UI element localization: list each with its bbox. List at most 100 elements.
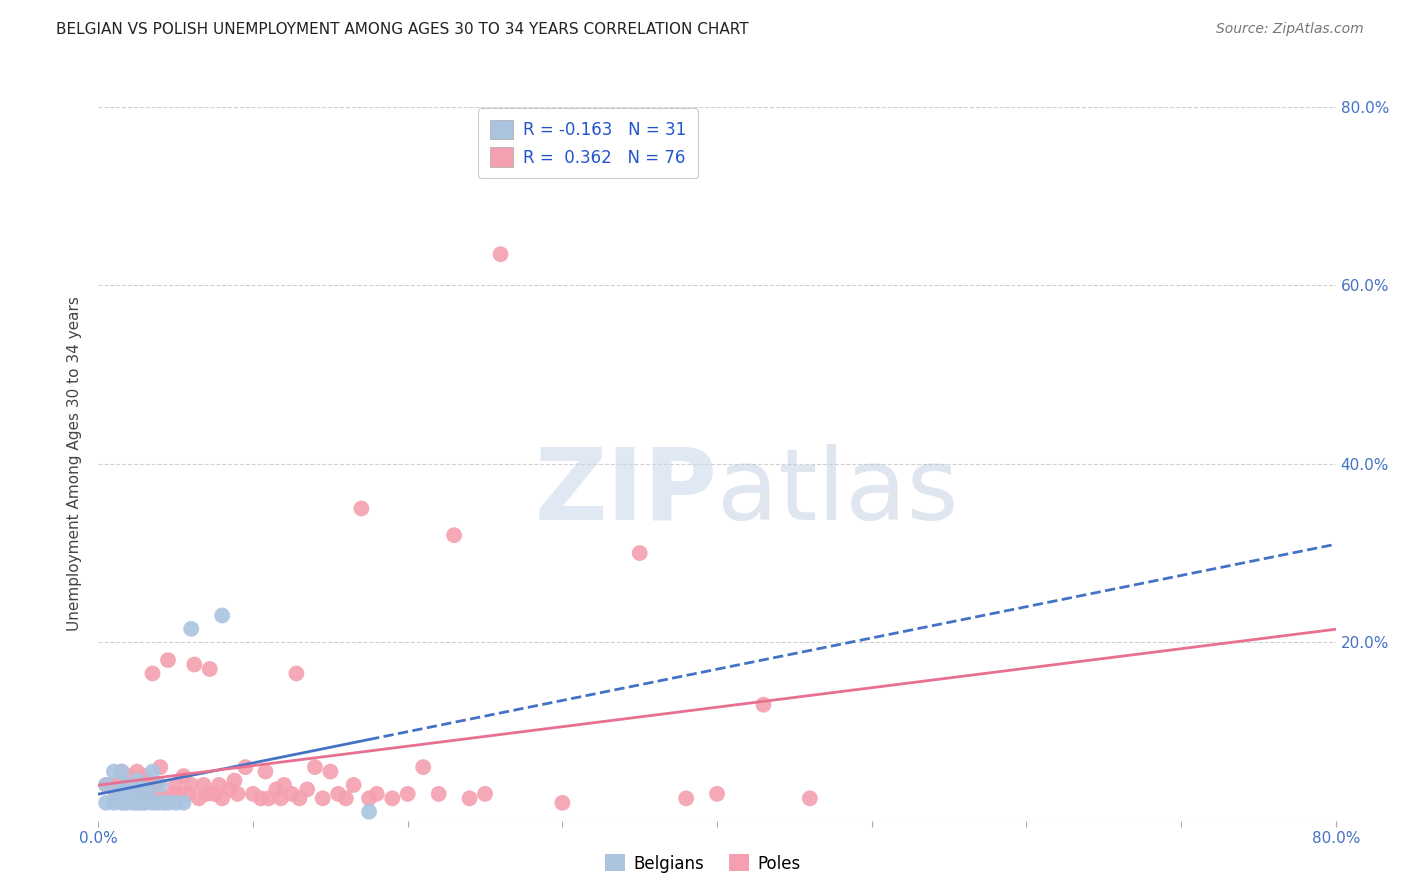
Point (799, 791, 821, 805)
Point (142, 796, 165, 810)
Point (183, 657, 205, 672)
Point (235, 760, 257, 774)
Point (152, 791, 174, 805)
Point (121, 796, 143, 810)
Point (96, 778, 118, 792)
Point (219, 782, 242, 797)
Point (157, 653, 180, 667)
Point (134, 769, 156, 783)
Point (266, 782, 288, 797)
Point (96, 778, 118, 792)
Point (127, 787, 149, 801)
Y-axis label: Unemployment Among Ages 30 to 34 years: Unemployment Among Ages 30 to 34 years (67, 296, 83, 632)
Point (224, 773, 246, 788)
Point (111, 787, 134, 801)
Point (312, 791, 335, 805)
Point (752, 698, 775, 712)
Point (193, 778, 215, 792)
Point (180, 778, 202, 792)
Point (127, 796, 149, 810)
Point (111, 764, 134, 779)
Point (226, 787, 249, 801)
Point (115, 778, 138, 792)
Point (131, 791, 153, 805)
Point (281, 787, 304, 801)
Point (177, 787, 200, 801)
Point (127, 773, 149, 788)
Point (100, 778, 122, 792)
Point (489, 247, 512, 261)
Point (675, 791, 697, 805)
Point (136, 787, 159, 801)
Legend: R = -0.163   N = 31, R =  0.362   N = 76: R = -0.163 N = 31, R = 0.362 N = 76 (478, 108, 697, 178)
Point (96, 796, 118, 810)
Point (134, 787, 156, 801)
Text: atlas: atlas (717, 444, 959, 541)
Point (111, 782, 134, 797)
Point (458, 791, 481, 805)
Point (366, 787, 388, 801)
Point (118, 791, 141, 805)
Point (381, 791, 404, 805)
Point (396, 787, 419, 801)
Point (204, 787, 226, 801)
Text: Source: ZipAtlas.com: Source: ZipAtlas.com (1216, 22, 1364, 37)
Point (297, 782, 319, 797)
Point (357, 805, 380, 819)
Point (335, 791, 357, 805)
Point (146, 796, 169, 810)
Point (149, 791, 172, 805)
Legend: Belgians, Poles: Belgians, Poles (599, 847, 807, 880)
Point (118, 787, 141, 801)
Point (357, 791, 380, 805)
Point (105, 787, 128, 801)
Point (149, 760, 172, 774)
Point (115, 796, 138, 810)
Point (198, 662, 221, 676)
Point (167, 787, 190, 801)
Point (319, 764, 342, 779)
Text: BELGIAN VS POLISH UNEMPLOYMENT AMONG AGES 30 TO 34 YEARS CORRELATION CHART: BELGIAN VS POLISH UNEMPLOYMENT AMONG AGE… (56, 22, 749, 37)
Point (103, 764, 125, 779)
Point (121, 782, 143, 797)
Point (208, 778, 231, 792)
Point (343, 778, 366, 792)
Point (254, 764, 277, 779)
Point (628, 546, 651, 560)
Point (443, 528, 465, 542)
Point (152, 796, 174, 810)
Point (142, 778, 165, 792)
Point (103, 782, 125, 797)
Point (162, 787, 184, 801)
Point (146, 778, 169, 792)
Point (131, 796, 153, 810)
Point (134, 782, 156, 797)
Text: ZIP: ZIP (534, 444, 717, 541)
Point (188, 791, 211, 805)
Point (180, 622, 202, 636)
Point (173, 796, 195, 810)
Point (111, 764, 134, 779)
Point (273, 778, 295, 792)
Point (127, 764, 149, 779)
Point (165, 796, 187, 810)
Point (142, 764, 165, 779)
Point (474, 787, 496, 801)
Point (551, 796, 574, 810)
Point (118, 769, 141, 783)
Point (173, 769, 195, 783)
Point (285, 666, 308, 681)
Point (149, 778, 172, 792)
Point (350, 501, 373, 516)
Point (257, 791, 280, 805)
Point (706, 787, 728, 801)
Point (157, 796, 180, 810)
Point (270, 791, 292, 805)
Point (136, 791, 159, 805)
Point (211, 608, 233, 623)
Point (326, 787, 350, 801)
Point (412, 760, 434, 774)
Point (211, 791, 233, 805)
Point (115, 778, 138, 792)
Point (131, 787, 153, 801)
